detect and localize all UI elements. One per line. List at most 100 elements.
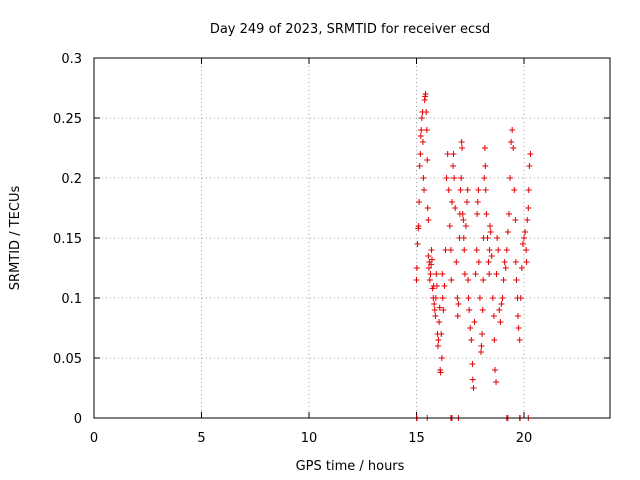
data-point	[458, 139, 465, 145]
data-point	[458, 175, 465, 181]
data-point	[511, 187, 518, 193]
data-point	[518, 265, 525, 271]
data-point	[491, 337, 498, 343]
data-point	[416, 199, 423, 205]
data-point	[475, 259, 482, 265]
data-point	[433, 271, 440, 277]
data-point	[498, 301, 505, 307]
data-point	[439, 295, 446, 301]
data-point	[472, 271, 479, 277]
data-point	[422, 91, 429, 97]
data-point	[469, 376, 476, 383]
data-point	[510, 145, 517, 151]
data-point	[450, 163, 457, 169]
data-point	[496, 307, 503, 313]
data-point	[505, 211, 512, 217]
data-point	[473, 247, 480, 253]
data-point	[457, 187, 464, 193]
data-point	[515, 325, 522, 331]
data-point	[467, 325, 474, 331]
data-point	[479, 331, 486, 337]
data-point	[465, 295, 472, 301]
data-point	[444, 151, 451, 157]
data-point	[481, 145, 488, 151]
data-point	[459, 145, 466, 151]
data-point	[428, 247, 435, 253]
data-point	[479, 307, 486, 313]
data-point	[480, 277, 487, 283]
data-point	[418, 115, 425, 121]
data-point	[485, 259, 492, 265]
data-point	[425, 253, 432, 259]
data-point	[414, 241, 421, 247]
x-tick-labels: 0 5 10 15 20	[90, 431, 532, 446]
data-point	[495, 247, 502, 253]
data-point	[427, 271, 434, 277]
data-point	[461, 247, 468, 253]
data-point	[433, 283, 440, 289]
y-tick-label: 0.3	[61, 52, 82, 67]
data-point	[465, 277, 472, 283]
data-point	[474, 211, 481, 217]
data-point	[516, 337, 523, 343]
data-point	[502, 265, 509, 271]
data-point	[440, 307, 447, 313]
data-point	[431, 307, 438, 313]
data-point	[527, 151, 534, 157]
data-point	[481, 175, 488, 181]
data-point	[442, 247, 449, 253]
data-point	[507, 175, 514, 181]
data-point	[512, 259, 519, 265]
data-point	[519, 241, 526, 247]
data-point	[470, 385, 477, 391]
data-point	[435, 337, 442, 343]
data-point	[484, 235, 491, 241]
data-point	[454, 313, 461, 319]
data-point	[474, 199, 481, 205]
data-point	[436, 319, 443, 325]
data-point	[497, 319, 504, 325]
data-point	[428, 256, 435, 263]
y-tick-label: 0.15	[53, 232, 82, 247]
data-point	[413, 265, 420, 271]
data-point	[514, 313, 521, 319]
data-point	[471, 319, 478, 325]
data-point	[441, 283, 448, 289]
data-point	[454, 295, 461, 301]
data-point	[486, 271, 493, 277]
data-point	[504, 229, 511, 235]
x-axis-label: GPS time / hours	[296, 459, 405, 474]
data-point	[482, 163, 489, 169]
data-point	[468, 337, 475, 343]
y-tick-label: 0.25	[53, 112, 82, 127]
y-tick-labels: 0 0.05 0.1 0.15 0.2 0.25 0.3	[53, 52, 82, 427]
x-tick-label: 20	[516, 431, 533, 446]
x-tick-label: 5	[197, 431, 205, 446]
data-point	[417, 133, 424, 139]
data-point	[466, 307, 473, 313]
data-point	[499, 295, 506, 301]
data-point	[488, 253, 495, 259]
data-point	[513, 277, 520, 283]
data-point	[438, 331, 445, 337]
data-point	[424, 157, 431, 163]
data-point	[489, 295, 496, 301]
data-point	[413, 277, 420, 283]
data-point	[435, 343, 441, 349]
data-point	[500, 277, 507, 283]
data-point	[460, 235, 467, 241]
data-point	[436, 304, 443, 311]
data-point	[452, 205, 459, 211]
data-point	[432, 313, 439, 319]
x-tick-label: 0	[90, 431, 98, 446]
data-point	[464, 199, 471, 205]
data-point	[416, 163, 423, 169]
data-point	[461, 271, 468, 277]
data-point	[490, 313, 497, 319]
data-point	[428, 261, 435, 268]
data-point	[487, 229, 494, 235]
data-point	[525, 205, 532, 211]
data-point	[464, 187, 471, 193]
data-point	[448, 277, 455, 283]
